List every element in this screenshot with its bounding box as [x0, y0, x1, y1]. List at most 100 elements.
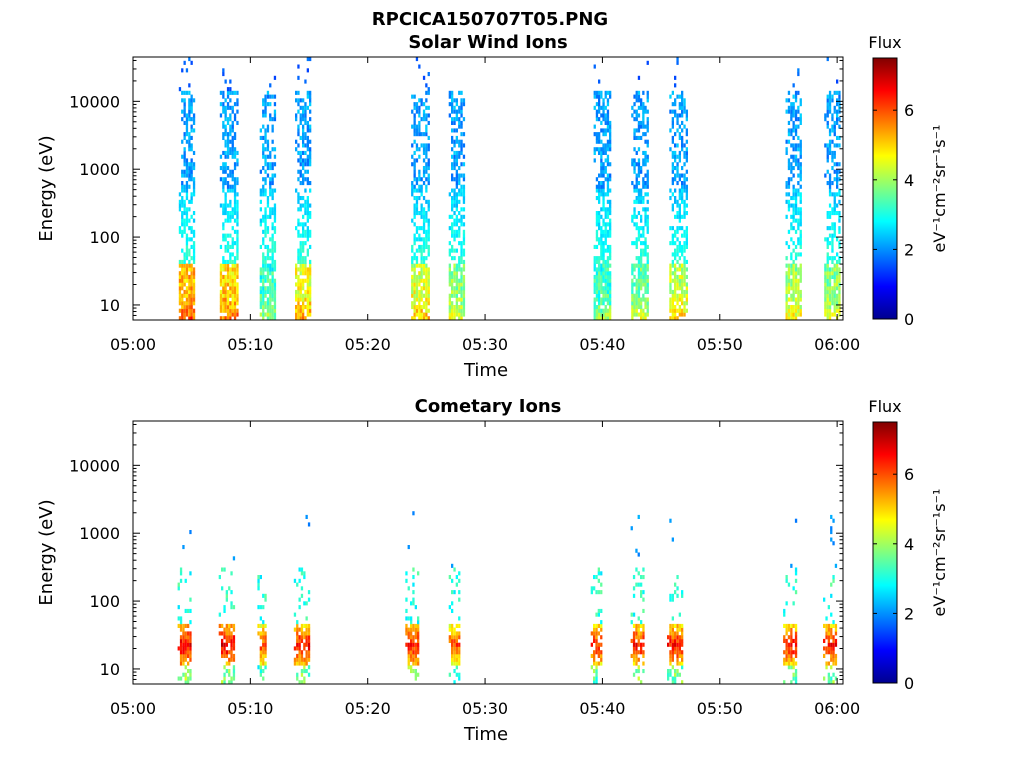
flux-cell — [831, 237, 834, 242]
flux-cell — [306, 143, 309, 148]
flux-cell — [598, 98, 601, 103]
flux-cell — [593, 278, 596, 283]
flux-cell — [233, 271, 237, 276]
flux-cell — [606, 102, 610, 107]
flux-cell — [453, 233, 456, 238]
flux-cell — [188, 184, 191, 189]
flux-cell — [448, 248, 451, 253]
flux-cell — [642, 597, 645, 602]
flux-cell — [609, 188, 612, 193]
flux-cell — [600, 267, 603, 272]
flux-cell — [635, 222, 638, 227]
flux-cell — [600, 105, 603, 110]
flux-cell — [418, 282, 421, 287]
flux-cell — [415, 199, 419, 204]
flux-cell — [832, 642, 835, 647]
flux-cell — [637, 514, 640, 519]
flux-cell — [794, 256, 798, 261]
flux-cell — [455, 263, 458, 268]
flux-cell — [831, 241, 834, 246]
flux-cell — [453, 305, 456, 310]
flux-cell — [609, 135, 612, 140]
flux-cell — [236, 218, 239, 223]
flux-cell — [190, 267, 193, 272]
flux-cell — [830, 514, 833, 519]
flux-cell — [422, 237, 426, 242]
flux-cell — [188, 135, 191, 140]
flux-cell — [305, 653, 308, 658]
flux-cell — [231, 135, 234, 140]
flux-cell — [420, 192, 423, 197]
flux-cell — [262, 312, 265, 317]
flux-cell — [838, 109, 841, 114]
flux-cell — [179, 567, 183, 572]
flux-cell — [185, 233, 189, 238]
flux-cell — [794, 113, 798, 118]
flux-cell — [413, 252, 416, 257]
flux-cell — [448, 301, 451, 306]
flux-cell — [669, 188, 672, 193]
flux-cell — [685, 139, 688, 144]
flux-cell — [266, 199, 270, 204]
flux-cell — [455, 305, 458, 310]
flux-cell — [259, 653, 262, 658]
flux-cell — [269, 278, 272, 283]
flux-cell — [411, 256, 414, 261]
flux-cell — [600, 252, 603, 257]
flux-cell — [309, 289, 312, 294]
flux-cell — [598, 196, 601, 201]
flux-cell — [413, 263, 416, 268]
flux-cell — [678, 158, 681, 163]
flux-cell — [790, 650, 793, 655]
flux-cell — [303, 646, 306, 651]
flux-cell — [226, 166, 230, 171]
flux-cell — [299, 271, 302, 276]
flux-cell — [262, 627, 265, 632]
flux-cell — [411, 184, 414, 189]
flux-cell — [792, 188, 795, 193]
flux-cell — [427, 301, 430, 306]
flux-cell — [671, 653, 674, 658]
heatmap-cells — [177, 511, 838, 685]
flux-cell — [229, 117, 232, 122]
flux-cell — [451, 271, 454, 276]
x-tick-label: 05:20 — [345, 335, 391, 354]
flux-cell — [646, 274, 649, 279]
flux-cell — [790, 312, 793, 317]
flux-cell — [600, 289, 603, 294]
flux-cell — [183, 226, 186, 231]
flux-cell — [635, 646, 638, 651]
flux-cell — [257, 582, 260, 587]
flux-cell — [836, 143, 839, 148]
flux-cell — [192, 188, 196, 193]
flux-cell — [637, 181, 641, 186]
flux-cell — [188, 267, 191, 272]
flux-cell — [828, 177, 832, 182]
flux-cell — [683, 188, 686, 193]
flux-cell — [836, 252, 839, 257]
flux-cell — [219, 113, 223, 118]
flux-cell — [455, 248, 458, 253]
flux-cell — [309, 263, 312, 268]
flux-cell — [302, 308, 305, 313]
flux-cell — [300, 680, 304, 685]
flux-cell — [785, 305, 788, 310]
flux-cell — [187, 635, 190, 640]
flux-cell — [792, 158, 795, 163]
flux-cell — [413, 113, 416, 118]
flux-cell — [226, 305, 230, 310]
flux-cell — [676, 169, 679, 174]
flux-cell — [178, 259, 182, 264]
axes-frame — [132, 56, 844, 321]
flux-cell — [783, 657, 786, 662]
flux-cell — [595, 135, 599, 140]
flux-cell — [593, 661, 596, 666]
flux-cell — [606, 124, 610, 129]
flux-cell — [177, 582, 180, 587]
flux-cell — [794, 278, 798, 283]
flux-cell — [787, 162, 791, 167]
flux-cell — [681, 143, 684, 148]
flux-cell — [183, 256, 186, 261]
flux-cell — [413, 256, 416, 261]
flux-cell — [411, 218, 414, 223]
